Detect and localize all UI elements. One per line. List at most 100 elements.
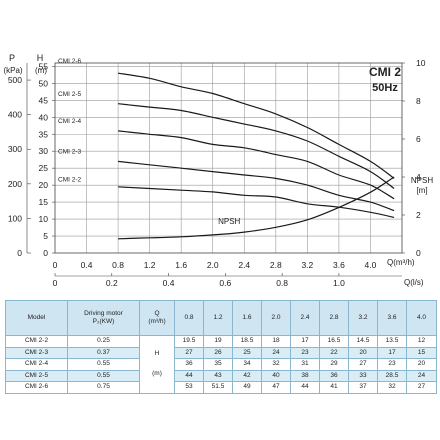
motor-cell: 0.25 (67, 335, 140, 348)
head-value-cell: 17 (377, 346, 407, 359)
npsh-axis-label: NPSH (411, 176, 433, 185)
head-value-cell: 20 (348, 346, 378, 359)
flow-header: 2.4 (290, 300, 320, 336)
head-value-cell: 44 (290, 381, 320, 394)
curve-cmi-2-3 (118, 160, 395, 212)
flow-header: 4.0 (406, 300, 437, 336)
curve-label-cmi-2-6: CMI 2-6 (58, 58, 82, 65)
head-value-cell: 28.5 (377, 369, 407, 382)
p-tick-label: 100 (8, 213, 22, 223)
head-value-cell: 24 (406, 369, 437, 382)
head-value-cell: 27 (174, 346, 204, 359)
motor-header: Driving motor P₂(KW) (67, 300, 140, 336)
head-value-cell: 37 (348, 381, 378, 394)
h-axis-unit: (m) (35, 66, 47, 75)
npsh-tick-label: 2 (416, 210, 421, 220)
head-value-cell: 16.5 (319, 335, 349, 348)
x2-tick-label: 0.8 (276, 278, 288, 288)
x-tick-label: 3.2 (301, 260, 313, 270)
h-tick-label: 15 (39, 197, 49, 207)
p-tick-label: 400 (8, 110, 22, 120)
model-cell: CMI 2-5 (5, 369, 68, 382)
h-cell-label: H (154, 350, 160, 358)
head-value-cell: 19.5 (174, 335, 204, 348)
h-unit-cell: H (m) (139, 335, 175, 394)
x-tick-label: 3.6 (333, 260, 345, 270)
head-value-cell: 23 (290, 346, 320, 359)
h-cell-unit: (m) (152, 370, 162, 378)
flow-header: 3.6 (377, 300, 407, 336)
pump-curve-chart: 0 0.4 0.8 1.2 1.6 2.0 2.4 2.8 3.2 3.6 4.0051015202… (3, 53, 433, 288)
x-tick-label: 4.0 (365, 260, 377, 270)
h-tick-label: 55 (39, 61, 49, 71)
q-header-unit: (m³/h) (148, 318, 166, 325)
head-value-cell: 23 (377, 358, 407, 371)
head-value-cell: 38 (290, 369, 320, 382)
p-tick-label: 300 (8, 144, 22, 154)
head-value-cell: 15 (406, 346, 437, 359)
head-value-cell: 13.5 (377, 335, 407, 348)
x2-tick-label: 0.4 (163, 278, 175, 288)
table-row: CMI 2-4 0.55 36 35 34 32 31 29 27 23 20 (5, 358, 437, 371)
model-cell: CMI 2-3 (5, 346, 68, 359)
npsh-tick-label: 10 (416, 58, 426, 68)
head-value-cell: 27 (406, 381, 437, 394)
head-value-cell: 40 (261, 369, 291, 382)
chart-grid (55, 63, 402, 253)
p-tick-label: 200 (8, 179, 22, 189)
p-tick-label: 500 (8, 75, 22, 85)
head-value-cell: 18 (261, 335, 291, 348)
flow-header: 0.8 (174, 300, 204, 336)
head-value-cell: 20 (406, 358, 437, 371)
flow-header: 2.0 (261, 300, 291, 336)
head-value-cell: 24 (261, 346, 291, 359)
h-tick-label: 25 (39, 163, 49, 173)
x-tick-label: 2.0 (207, 260, 219, 270)
curve-cmi-2-4 (118, 130, 395, 200)
head-value-cell: 41 (319, 381, 349, 394)
curve-cmi-2-2 (118, 186, 395, 218)
table-row: CMI 2-3 0.37 27 26 25 24 23 22 20 17 15 (5, 346, 437, 359)
curve-label-cmi-2-5: CMI 2-5 (58, 91, 82, 98)
head-value-cell: 29 (319, 358, 349, 371)
table-row: CMI 2-2 0.25 H (m) 19.5 19 18.5 18 17 16… (5, 335, 437, 394)
h-tick-label: 0 (43, 248, 48, 258)
head-value-cell: 34 (232, 358, 262, 371)
npsh-tick-label: 4 (416, 172, 421, 182)
h-tick-label: 45 (39, 95, 49, 105)
head-value-cell: 42 (232, 369, 262, 382)
motor-cell: 0.55 (67, 358, 140, 371)
x-tick-label: 0.4 (81, 260, 93, 270)
x-tick-label: 2.8 (270, 260, 282, 270)
head-value-cell: 18.5 (232, 335, 262, 348)
h-tick-label: 35 (39, 129, 49, 139)
head-value-cell: 31 (290, 358, 320, 371)
head-value-cell: 27 (348, 358, 378, 371)
p-tick-label: 0 (17, 248, 22, 258)
plot-frame (54, 62, 403, 254)
motor-cell: 0.75 (67, 381, 140, 394)
head-value-cell: 53 (174, 381, 204, 394)
motor-cell: 0.55 (67, 369, 140, 382)
table-row: CMI 2-5 0.55 44 43 42 40 38 36 33 28.5 2… (5, 369, 437, 382)
curve-label-cmi-2-3: CMI 2-3 (58, 149, 82, 156)
curve-label-cmi-2-2: CMI 2-2 (58, 176, 82, 183)
x2-tick-label: 0 (53, 278, 58, 288)
model-cell: CMI 2-6 (5, 381, 68, 394)
head-value-cell: 36 (174, 358, 204, 371)
h-tick-label: 10 (39, 214, 49, 224)
chart-subtitle: 50Hz (372, 82, 398, 94)
h-tick-label: 40 (39, 112, 49, 122)
model-cell: CMI 2-2 (5, 335, 68, 348)
motor-header-label: Driving motor (84, 310, 123, 318)
x-tick-label: 1.2 (144, 260, 156, 270)
npsh-tick-label: 6 (416, 134, 421, 144)
curve-cmi-2-6 (118, 72, 395, 179)
head-value-cell: 47 (261, 381, 291, 394)
flow-header: 3.2 (348, 300, 378, 336)
head-value-cell: 35 (203, 358, 233, 371)
x-tick-label: 1.6 (175, 260, 187, 270)
head-value-cell: 22 (319, 346, 349, 359)
x-tick-label: 0.8 (112, 260, 124, 270)
head-value-cell: 26 (203, 346, 233, 359)
